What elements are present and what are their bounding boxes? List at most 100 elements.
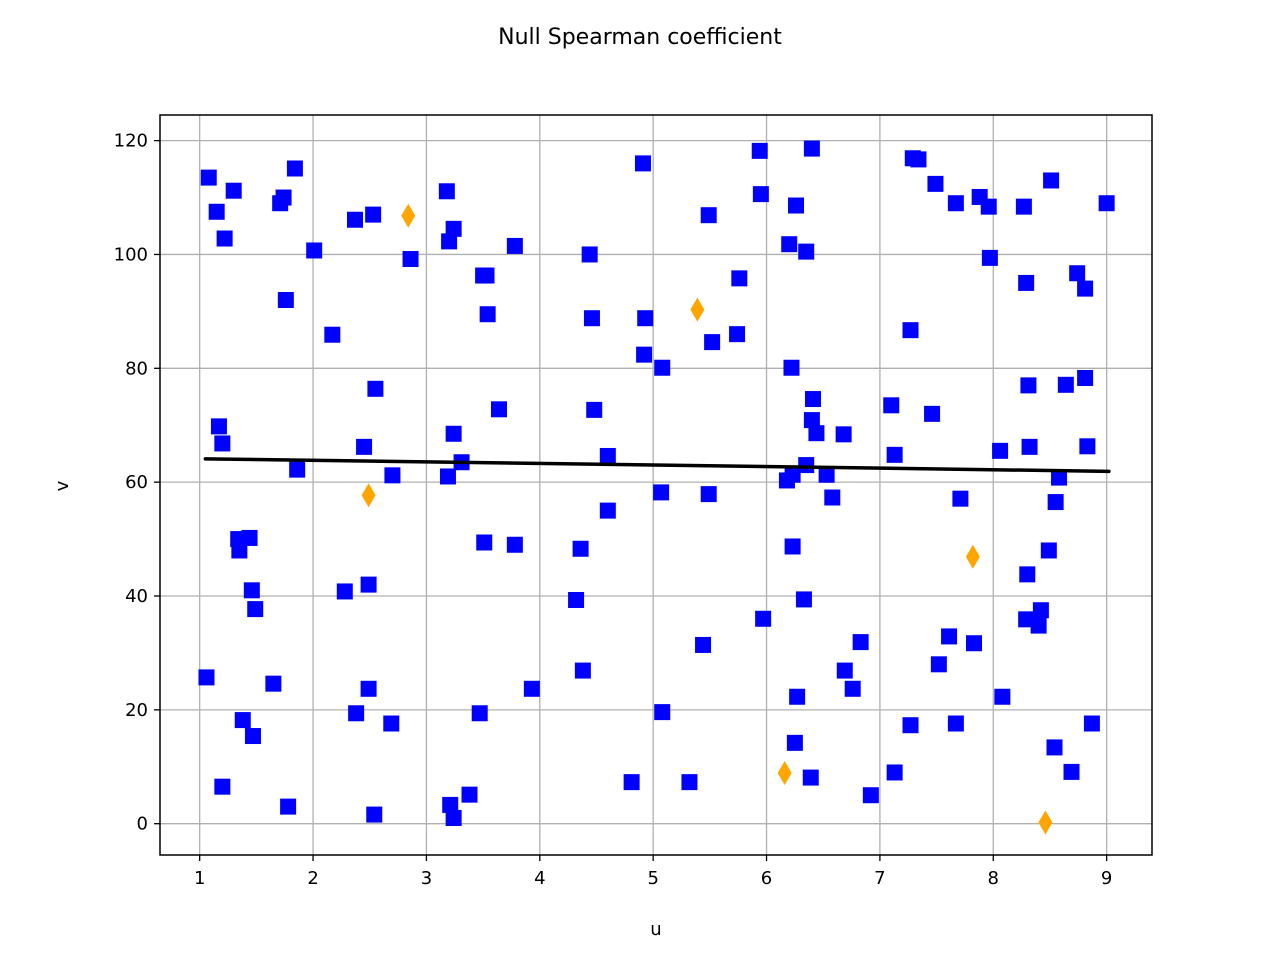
data-point-square xyxy=(947,715,964,732)
data-point-square xyxy=(636,346,653,363)
data-point-square xyxy=(623,774,640,791)
data-point-square xyxy=(808,425,825,442)
data-point-square xyxy=(805,391,822,408)
plot-marks xyxy=(198,140,1115,835)
y-tick-label: 60 xyxy=(125,472,148,493)
data-point-square xyxy=(265,675,282,692)
data-point-square xyxy=(798,457,815,474)
data-point-square xyxy=(1063,763,1080,780)
data-point-square xyxy=(445,220,462,237)
data-point-square xyxy=(1077,369,1094,386)
data-point-square xyxy=(471,705,488,722)
data-point-square xyxy=(247,601,264,618)
data-point-square xyxy=(883,397,900,414)
x-tick-label: 4 xyxy=(534,868,545,889)
data-point-square xyxy=(1043,172,1060,189)
data-point-diamond xyxy=(777,761,792,786)
plot-frame xyxy=(159,114,1153,856)
y-tick-label: 120 xyxy=(114,131,148,152)
data-point-square xyxy=(200,169,217,186)
data-point-square xyxy=(1079,438,1096,455)
data-point-square xyxy=(277,292,294,308)
data-point-square xyxy=(981,249,998,266)
data-point-square xyxy=(383,715,400,732)
x-tick-label: 9 xyxy=(1101,868,1112,889)
y-tick-label: 100 xyxy=(114,244,148,265)
data-point-diamond xyxy=(401,203,416,228)
data-point-square xyxy=(1057,376,1074,393)
data-point-square xyxy=(1015,198,1032,215)
data-point-square xyxy=(784,466,801,483)
data-point-square xyxy=(366,806,383,823)
data-point-square xyxy=(786,734,803,751)
data-point-square xyxy=(243,582,260,599)
data-point-square xyxy=(902,717,919,734)
data-point-square xyxy=(1098,195,1115,212)
data-point-square xyxy=(789,688,806,705)
data-point-square xyxy=(836,662,853,679)
data-point-square xyxy=(803,140,820,157)
data-point-square xyxy=(862,787,879,804)
data-point-square xyxy=(346,211,363,228)
data-point-square xyxy=(583,310,600,327)
data-point-square xyxy=(214,435,231,452)
y-tick-label: 40 xyxy=(125,586,148,607)
data-point-square xyxy=(852,634,869,651)
data-point-square xyxy=(802,769,819,786)
data-point-square xyxy=(1021,438,1038,455)
data-point-square xyxy=(244,728,261,745)
data-point-square xyxy=(803,412,820,429)
data-point-square xyxy=(1018,274,1035,291)
data-point-square xyxy=(654,359,671,376)
data-point-square xyxy=(886,446,903,463)
x-tick-label: 8 xyxy=(988,868,999,889)
data-point-square xyxy=(384,467,401,484)
x-tick-label: 7 xyxy=(874,868,885,889)
data-point-square xyxy=(1040,542,1057,559)
data-point-square xyxy=(231,542,248,559)
data-point-square xyxy=(348,705,365,722)
data-point-square xyxy=(324,326,341,343)
fit-line xyxy=(203,457,1111,474)
data-point-square xyxy=(365,206,382,223)
x-tick-label: 1 xyxy=(194,868,205,889)
data-point-square xyxy=(225,182,242,199)
data-point-square xyxy=(992,442,1009,459)
data-point-square xyxy=(902,322,919,339)
data-point-square xyxy=(523,680,540,697)
data-point-square xyxy=(402,251,419,268)
data-point-square xyxy=(781,236,798,253)
data-point-square xyxy=(241,529,258,546)
data-point-square xyxy=(930,656,947,673)
data-point-square xyxy=(634,155,651,172)
data-point-square xyxy=(367,380,384,397)
data-point-square xyxy=(445,810,462,826)
data-point-square xyxy=(506,237,523,254)
data-point-square xyxy=(700,486,717,503)
data-point-square xyxy=(490,401,507,418)
y-axis-label: v xyxy=(52,480,73,491)
data-point-square xyxy=(752,186,769,203)
data-point-square xyxy=(1020,377,1037,394)
data-point-square xyxy=(798,243,815,260)
data-point-square xyxy=(572,540,589,557)
data-point-square xyxy=(751,142,768,159)
x-tick-label: 2 xyxy=(307,868,318,889)
data-point-square xyxy=(695,636,712,653)
data-point-square xyxy=(586,401,603,418)
data-point-square xyxy=(1069,265,1086,282)
data-point-square xyxy=(941,628,958,645)
data-point-diamond xyxy=(690,297,705,322)
chart-title: Null Spearman coefficient xyxy=(498,25,782,50)
data-point-square xyxy=(506,536,523,553)
data-point-square xyxy=(1046,739,1063,756)
data-point-square xyxy=(924,405,941,422)
data-point-square xyxy=(952,490,969,507)
data-point-square xyxy=(824,489,841,506)
x-tick-label: 6 xyxy=(761,868,772,889)
axis-ticks: 1 2 3 4 5 6 7 8 9 0 20 40 60 80 100 120 xyxy=(114,131,1113,889)
data-point-square xyxy=(910,151,927,168)
data-point-square xyxy=(360,576,377,593)
data-point-square xyxy=(198,669,215,686)
data-point-square xyxy=(289,461,306,478)
